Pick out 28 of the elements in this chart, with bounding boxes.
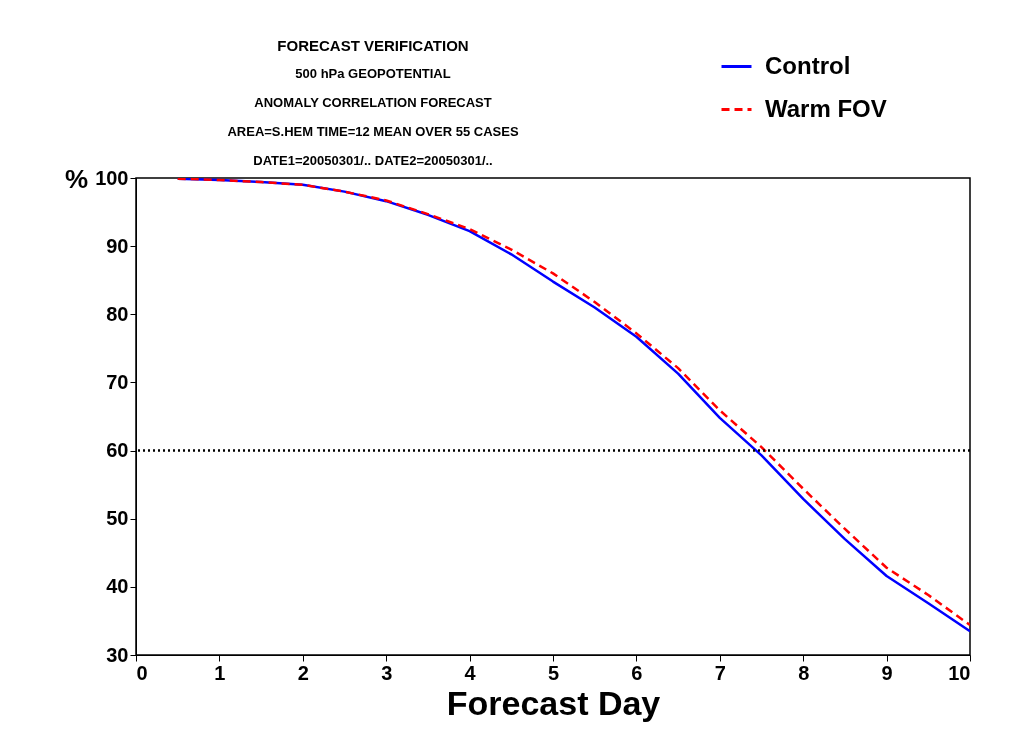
x-axis-title: Forecast Day (446, 683, 661, 722)
legend-label: Warm FOV (765, 94, 887, 122)
x-tick-label: 8 (798, 661, 810, 684)
x-tick-label: 4 (464, 661, 477, 684)
y-axis-title: % (64, 163, 89, 194)
x-tick-label: 9 (881, 661, 893, 684)
y-tick-label: 100 (95, 166, 129, 189)
y-tick-label: 60 (106, 439, 129, 462)
text: 500 hPa GEOPOTENTIAL (295, 66, 451, 81)
x-tick-label: 6 (631, 661, 643, 684)
chart-title: FORECAST VERIFICATION (277, 37, 469, 54)
legend-label: Control (765, 51, 851, 79)
x-tick-label: 5 (547, 661, 560, 684)
y-tick-label: 80 (106, 302, 129, 325)
x-tick-label: 10 (948, 661, 971, 684)
text: ANOMALY CORRELATION FORECAST (254, 95, 492, 110)
x-tick-label: 3 (381, 661, 393, 684)
x-tick-label: 2 (297, 661, 309, 684)
y-tick-label: 50 (106, 507, 129, 530)
x-tick-label: 1 (214, 661, 226, 684)
x-tick-label: 0 (136, 661, 148, 684)
y-tick-label: 40 (106, 575, 129, 598)
y-tick-label: 90 (106, 234, 129, 257)
y-tick-label: 30 (106, 643, 129, 666)
text: AREA=S.HEM TIME=12 MEAN OVER 55 CASES (227, 124, 519, 139)
y-tick-label: 70 (106, 370, 129, 393)
x-tick-label: 7 (714, 661, 726, 684)
text: DATE1=20050301/.. DATE2=20050301/.. (253, 153, 493, 168)
